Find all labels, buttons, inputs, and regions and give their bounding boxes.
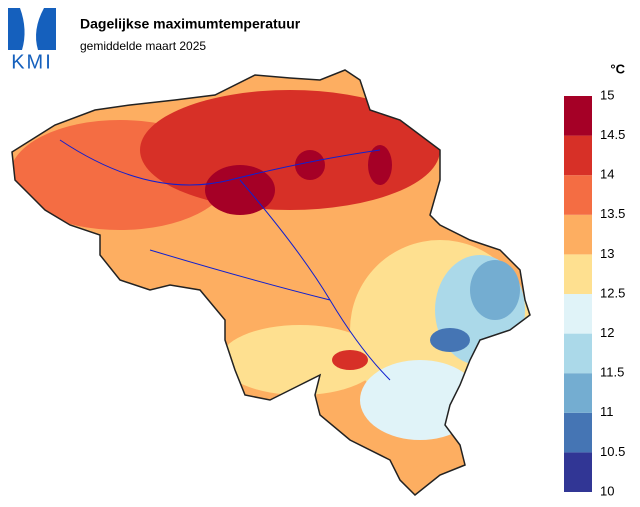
legend-tick-label: 14.5 — [600, 127, 625, 142]
logo: KMI — [8, 8, 56, 73]
legend-tick-label: 13 — [600, 246, 614, 261]
legend-tick-label: 10 — [600, 483, 614, 498]
subtitle: gemiddelde maart 2025 — [80, 39, 206, 53]
legend-swatch — [564, 373, 592, 413]
legend-swatch — [564, 96, 592, 136]
legend-tick-label: 15 — [600, 87, 614, 102]
legend-tick-label: 11 — [600, 404, 614, 419]
legend-swatch — [564, 333, 592, 374]
legend-swatch — [564, 294, 592, 334]
legend-unit: °C — [610, 61, 625, 76]
legend-swatch — [564, 135, 592, 176]
legend-tick-label: 13.5 — [600, 206, 625, 221]
legend-swatch — [564, 452, 592, 492]
legend-swatch — [564, 214, 592, 255]
legend-tick-label: 11.5 — [600, 365, 624, 380]
legend-tick-label: 12 — [600, 325, 614, 340]
temperature-map — [12, 70, 530, 495]
logo-text: KMI — [11, 51, 53, 73]
rivers — [59, 139, 391, 381]
legend-swatch — [564, 254, 592, 294]
legend-tick-label: 12.5 — [600, 285, 625, 300]
border — [11, 69, 531, 497]
legend-tick-label: 14 — [600, 167, 614, 182]
title: Dagelijkse maximumtemperatuur — [80, 16, 301, 32]
legend: 10 10.5 11 11.5 12 12.5 13 13.5 14 14.5 15 — [564, 87, 625, 498]
legend-swatch — [564, 412, 592, 453]
legend-tick-label: 10.5 — [600, 444, 625, 459]
legend-swatch — [564, 175, 592, 215]
